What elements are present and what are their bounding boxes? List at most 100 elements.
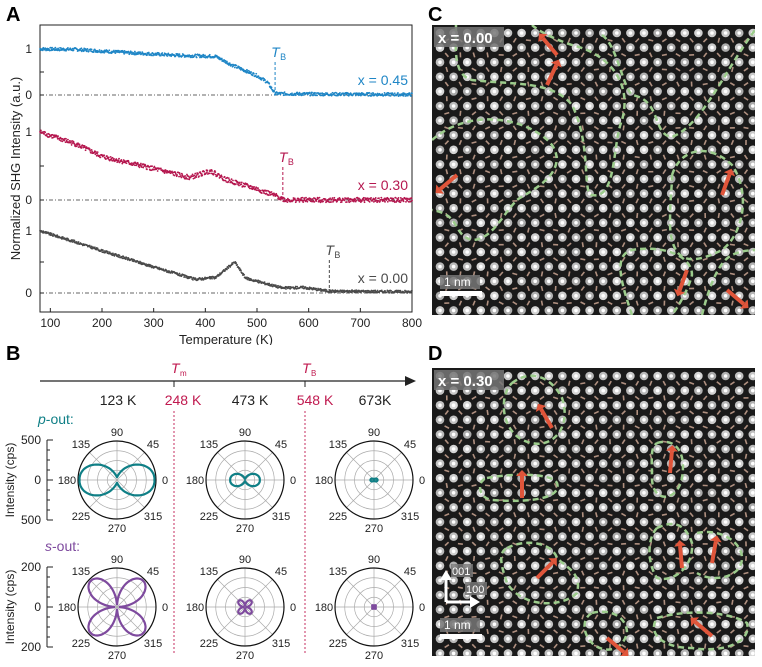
atom-core bbox=[519, 308, 524, 313]
atom-core bbox=[574, 388, 578, 393]
polarization-vector bbox=[661, 469, 668, 473]
atom-core bbox=[574, 221, 578, 225]
data-point bbox=[224, 179, 227, 182]
data-point bbox=[402, 199, 405, 201]
atom-core bbox=[655, 461, 660, 466]
polar-angle-label: 0 bbox=[290, 475, 296, 487]
polarization-vector bbox=[731, 300, 734, 306]
polarization-vector bbox=[458, 410, 463, 415]
atom-core bbox=[655, 432, 660, 437]
polarization-vector bbox=[729, 395, 735, 401]
polarization-vector bbox=[458, 439, 463, 445]
polar-angle-label: 270 bbox=[108, 650, 126, 662]
atom-core bbox=[642, 60, 646, 64]
data-point bbox=[194, 277, 197, 280]
composition-label: x = 0.00 bbox=[438, 30, 493, 47]
data-point bbox=[411, 289, 413, 292]
atom-core bbox=[615, 549, 619, 553]
atom-core bbox=[615, 250, 619, 254]
atom-core bbox=[479, 534, 483, 539]
atom-core bbox=[669, 264, 673, 269]
polarization-vector bbox=[621, 242, 626, 248]
polarization-vector bbox=[580, 556, 586, 561]
atom-core bbox=[519, 118, 524, 123]
polarization-vector bbox=[743, 169, 749, 175]
data-point bbox=[272, 194, 275, 197]
data-point bbox=[62, 47, 65, 50]
data-point bbox=[366, 197, 369, 200]
data-point bbox=[63, 139, 66, 142]
polarization-vector bbox=[607, 424, 613, 430]
polarization-vector bbox=[716, 410, 721, 415]
data-point bbox=[294, 94, 297, 97]
polarization-vector bbox=[540, 285, 544, 292]
polar-angle-label: 45 bbox=[275, 439, 287, 451]
data-point bbox=[376, 201, 379, 204]
atom-core bbox=[479, 308, 483, 313]
polarization-vector bbox=[484, 126, 491, 130]
data-point bbox=[362, 198, 365, 201]
atom-core bbox=[438, 308, 442, 313]
polarization-vector bbox=[744, 497, 748, 503]
data-point bbox=[294, 285, 297, 288]
atom-core bbox=[723, 505, 728, 510]
row-title: p-out: bbox=[37, 411, 74, 427]
atom-core bbox=[574, 279, 578, 283]
polarization-vector bbox=[716, 286, 722, 291]
data-point bbox=[94, 150, 97, 153]
polarization-vector bbox=[743, 198, 749, 204]
data-point bbox=[260, 79, 263, 81]
polarization-vector bbox=[676, 512, 680, 518]
polarization-vector bbox=[729, 199, 736, 203]
atom-core bbox=[465, 549, 469, 553]
polarization-vector bbox=[661, 228, 668, 232]
polarization-vector bbox=[526, 468, 530, 474]
data-point bbox=[399, 201, 402, 204]
polarization-vector bbox=[607, 198, 613, 204]
atom-core bbox=[519, 31, 524, 35]
polarization-vector bbox=[648, 185, 654, 188]
atom-core bbox=[737, 447, 741, 451]
atom-core bbox=[574, 520, 578, 524]
atom-core bbox=[574, 403, 578, 407]
polarization-vector bbox=[499, 256, 503, 262]
atom-core bbox=[587, 162, 592, 167]
polarization-vector bbox=[540, 271, 544, 277]
data-point bbox=[76, 143, 79, 146]
transition-subscript: m bbox=[180, 369, 187, 378]
data-point bbox=[224, 59, 227, 62]
atom-core bbox=[479, 564, 483, 568]
data-point bbox=[204, 276, 206, 279]
atom-core bbox=[696, 308, 701, 313]
x-tick-label: 400 bbox=[195, 316, 215, 330]
atom-core bbox=[696, 104, 701, 108]
data-point bbox=[84, 149, 87, 152]
polarization-vector bbox=[621, 454, 627, 459]
polarization-vector bbox=[649, 285, 652, 292]
atom-core bbox=[696, 191, 701, 196]
polarization-vector bbox=[703, 453, 708, 459]
atom-core bbox=[628, 177, 633, 181]
polarization-vector bbox=[580, 271, 585, 277]
atom-core bbox=[519, 388, 524, 393]
atom-core bbox=[601, 491, 605, 495]
atom-core bbox=[506, 191, 510, 196]
data-point bbox=[319, 92, 322, 95]
atom-core bbox=[642, 118, 646, 123]
polarization-vector bbox=[513, 512, 517, 518]
polarization-vector bbox=[471, 484, 477, 487]
atom-core bbox=[683, 476, 687, 480]
data-point bbox=[89, 149, 92, 152]
atom-core bbox=[479, 75, 483, 79]
atom-core bbox=[519, 294, 524, 298]
polarization-vector bbox=[553, 183, 558, 189]
polarization-vector bbox=[471, 125, 477, 131]
data-point bbox=[306, 200, 309, 203]
atom-core bbox=[696, 388, 701, 393]
polar-grid-spoke bbox=[244, 579, 273, 608]
data-point bbox=[315, 92, 318, 95]
polarization-vector bbox=[484, 155, 491, 159]
polarization-vector bbox=[730, 139, 735, 146]
polarization-vector bbox=[525, 39, 531, 42]
polarization-vector bbox=[567, 212, 572, 219]
